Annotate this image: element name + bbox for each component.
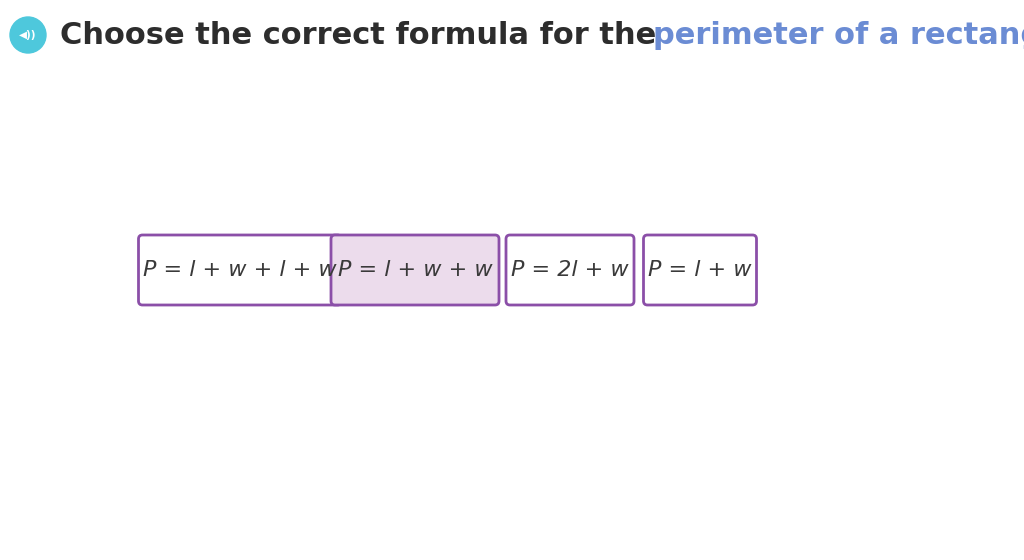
FancyBboxPatch shape <box>506 235 634 305</box>
Text: P = l + w + l + w: P = l + w + l + w <box>143 260 337 280</box>
Text: Choose the correct formula for the: Choose the correct formula for the <box>60 21 667 49</box>
Text: P = l + w + w: P = l + w + w <box>338 260 493 280</box>
FancyBboxPatch shape <box>331 235 499 305</box>
Text: P = 2l + w: P = 2l + w <box>511 260 629 280</box>
Text: P = l + w: P = l + w <box>648 260 752 280</box>
Text: ◀)): ◀)) <box>19 30 37 40</box>
FancyBboxPatch shape <box>643 235 757 305</box>
FancyBboxPatch shape <box>138 235 341 305</box>
Circle shape <box>10 17 46 53</box>
Text: perimeter of a rectangle: perimeter of a rectangle <box>653 21 1024 49</box>
